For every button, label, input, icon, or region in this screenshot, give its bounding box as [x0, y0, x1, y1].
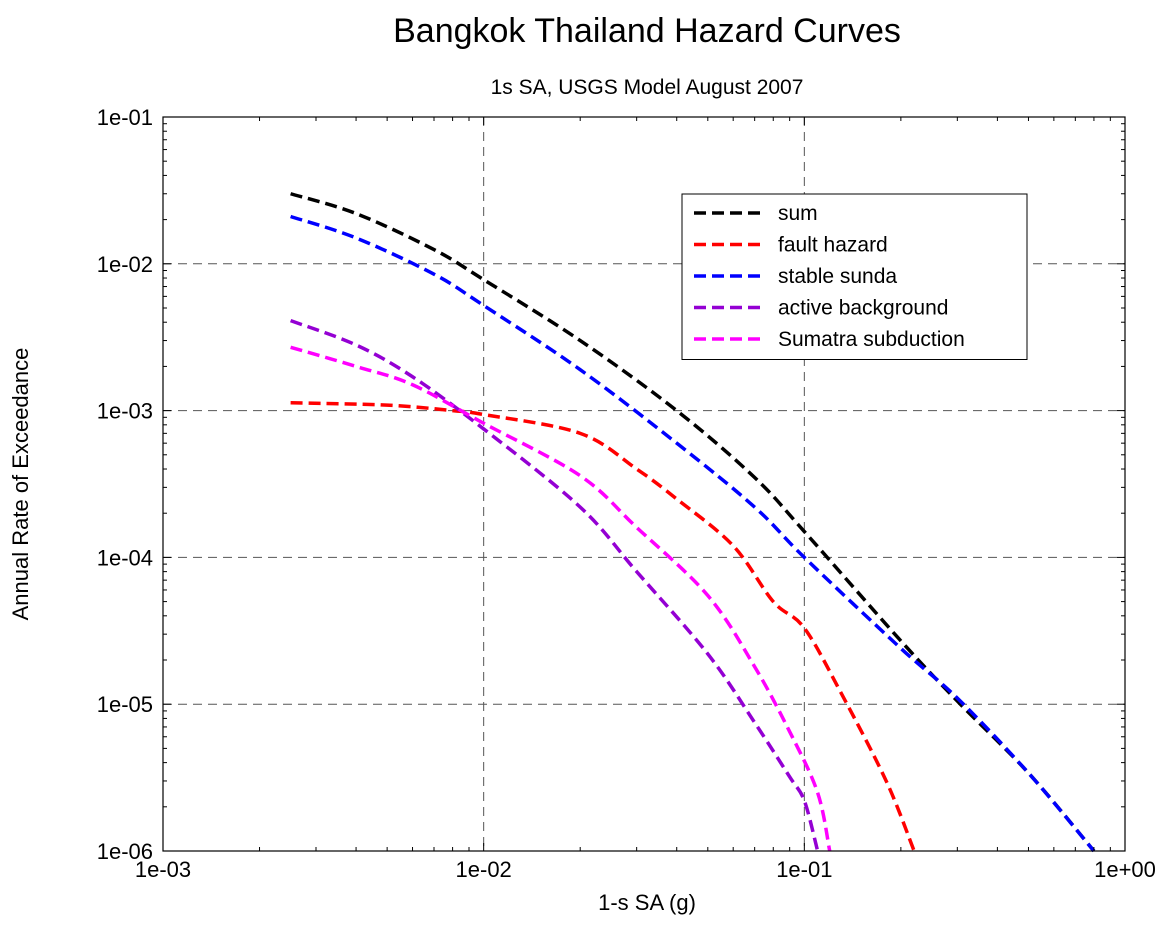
y-axis-label: Annual Rate of Exceedance	[8, 348, 33, 621]
chart-title: Bangkok Thailand Hazard Curves	[393, 12, 901, 50]
series-line-fault-hazard	[291, 403, 915, 851]
x-tick-label: 1e-01	[776, 857, 832, 882]
y-tick-label: 1e-02	[97, 252, 153, 277]
legend-label-sumatra-subduction: Sumatra subduction	[778, 328, 965, 351]
series-line-active-background	[291, 321, 818, 851]
series-line-sumatra-subduction	[291, 347, 830, 851]
y-tick-label: 1e-04	[97, 545, 153, 570]
legend-label-sum: sum	[778, 202, 818, 225]
y-tick-label: 1e-05	[97, 692, 153, 717]
legend-label-stable-sunda: stable sunda	[778, 265, 897, 288]
y-tick-label: 1e-01	[97, 105, 153, 130]
legend-label-active-background: active background	[778, 297, 948, 320]
legend-label-fault-hazard: fault hazard	[778, 234, 888, 257]
chart-subtitle: 1s SA, USGS Model August 2007	[491, 76, 804, 99]
x-tick-label: 1e-02	[456, 857, 512, 882]
x-axis-label: 1-s SA (g)	[598, 890, 696, 915]
x-tick-label: 1e+00	[1094, 857, 1156, 882]
y-tick-label: 1e-06	[97, 839, 153, 864]
legend: sum fault hazard stable sunda active backgr…	[682, 194, 1027, 360]
y-tick-label: 1e-03	[97, 399, 153, 424]
